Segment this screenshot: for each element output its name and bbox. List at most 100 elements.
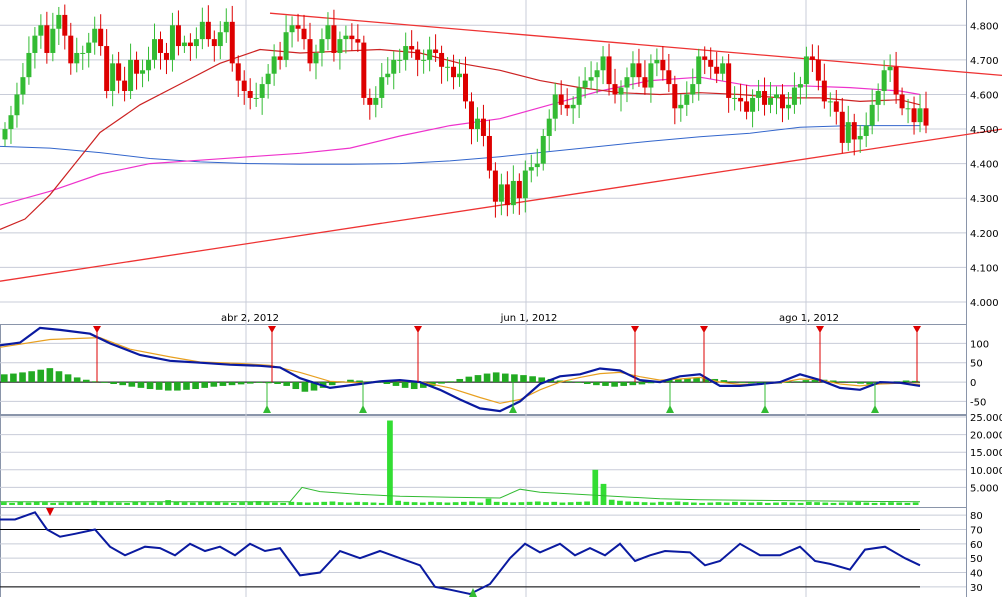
candle-body-138 xyxy=(827,101,833,103)
candle-body-6 xyxy=(38,25,44,36)
macd-histogram-bar-56 xyxy=(511,374,518,383)
candle-body-60 xyxy=(361,42,367,98)
macd-histogram-bar-23 xyxy=(210,382,218,387)
volume-bar-82 xyxy=(674,501,681,505)
candle-body-25 xyxy=(152,39,158,60)
candle-body-143 xyxy=(857,135,863,140)
macd-histogram-bar-29 xyxy=(265,382,272,384)
candle-body-2 xyxy=(14,94,20,116)
axis-labels: 4.800 4.700 4.600 4.500 4.400 4.300 4.200 4.100… xyxy=(221,21,1002,594)
candle-body-99 xyxy=(594,70,600,78)
macd-sell-marker-0 xyxy=(93,326,101,333)
volume-bar-106 xyxy=(871,502,878,505)
macd-histogram-bar-21 xyxy=(192,382,199,390)
macd-histogram-bar-58 xyxy=(529,376,536,383)
volume-bar-98 xyxy=(806,501,812,505)
volume-bar-36 xyxy=(296,502,303,505)
macd-histogram-bar-20 xyxy=(183,382,190,390)
macd-histogram-bar-67 xyxy=(611,382,618,387)
volume-bar-26 xyxy=(214,501,221,505)
candle-body-144 xyxy=(863,125,869,136)
macd-panel xyxy=(0,326,921,413)
y-tick-label-3-4: 40 xyxy=(970,569,983,580)
candle-body-117 xyxy=(702,56,708,60)
macd-histogram-bar-39 xyxy=(356,380,363,383)
candle-body-17 xyxy=(104,46,110,92)
volume-bar-47 xyxy=(387,420,393,505)
candle-body-108 xyxy=(648,63,654,88)
macd-histogram-bar-43 xyxy=(392,382,400,386)
volume-bar-0 xyxy=(1,502,7,505)
volume-bar-18 xyxy=(148,502,155,505)
volume-bar-79 xyxy=(649,502,656,505)
volume-bar-52 xyxy=(428,501,434,505)
candle-body-36 xyxy=(217,32,223,47)
volume-bar-105 xyxy=(863,502,870,505)
candle-body-132 xyxy=(791,87,797,105)
volume-bar-92 xyxy=(756,502,763,505)
candle-body-100 xyxy=(600,56,606,71)
volume-bar-29 xyxy=(239,502,245,505)
macd-histogram-bar-63 xyxy=(574,382,582,383)
macd-histogram-bar-95 xyxy=(866,382,873,385)
volume-bar-33 xyxy=(272,502,278,505)
candle-body-79 xyxy=(474,118,480,130)
candle-body-142 xyxy=(851,122,857,140)
candle-body-22 xyxy=(134,59,140,74)
candle-body-9 xyxy=(56,14,62,29)
candle-body-32 xyxy=(193,39,199,47)
volume-bar-37 xyxy=(304,502,311,505)
macd-histogram-bar-100 xyxy=(911,380,919,383)
candle-body-149 xyxy=(893,66,899,95)
macd-histogram-bar-31 xyxy=(283,382,290,386)
volume-bar-73 xyxy=(600,483,607,505)
y-tick-label-1-1: 50 xyxy=(970,359,983,370)
candle-body-84 xyxy=(504,184,510,206)
macd-histogram-bar-34 xyxy=(310,382,318,391)
volume-bar-60 xyxy=(493,501,500,505)
candle-body-41 xyxy=(247,91,253,98)
volume-bar-11 xyxy=(91,500,98,505)
volume-bar-86 xyxy=(707,502,714,505)
volume-bar-104 xyxy=(855,501,861,505)
candle-body-73 xyxy=(439,52,445,67)
candle-body-38 xyxy=(229,21,235,64)
volume-bar-13 xyxy=(107,502,114,505)
volume-bar-3 xyxy=(25,502,32,505)
candle-body-139 xyxy=(833,101,839,112)
volume-bar-72 xyxy=(592,469,599,505)
volume-bar-41 xyxy=(337,502,344,505)
candle-body-67 xyxy=(403,46,409,60)
candle-body-35 xyxy=(211,39,217,47)
candle-body-19 xyxy=(116,63,122,81)
candle-body-148 xyxy=(887,66,893,71)
candle-body-4 xyxy=(26,52,32,78)
candle-body-76 xyxy=(457,73,463,78)
candle-body-112 xyxy=(672,84,678,109)
macd-histogram-bar-68 xyxy=(620,382,628,386)
volume-bar-108 xyxy=(888,502,894,505)
macd-histogram-bar-45 xyxy=(410,382,418,390)
candle-body-15 xyxy=(92,28,98,43)
volume-bar-8 xyxy=(66,501,73,505)
candle-body-106 xyxy=(636,63,642,78)
rsi-panel xyxy=(0,508,921,597)
volume-bar-74 xyxy=(608,499,615,505)
candle-body-12 xyxy=(74,52,80,64)
rsi-sell-marker-0 xyxy=(46,508,54,516)
candle-body-42 xyxy=(253,97,259,99)
candle-body-3 xyxy=(20,77,26,95)
volume-bar-63 xyxy=(518,502,525,505)
macd-histogram-bar-81 xyxy=(738,382,746,383)
volume-bar-34 xyxy=(280,502,286,505)
volume-bar-51 xyxy=(419,502,426,505)
macd-buy-marker-4 xyxy=(761,405,769,413)
macd-histogram-bar-49 xyxy=(447,381,454,383)
candle-body-71 xyxy=(427,49,433,60)
candle-body-49 xyxy=(295,25,301,29)
y-tick-label-3-5: 30 xyxy=(970,583,983,594)
candle-body-78 xyxy=(468,101,474,130)
macd-histogram-bar-79 xyxy=(720,380,728,383)
macd-histogram-bar-70 xyxy=(638,382,646,385)
macd-histogram-bar-42 xyxy=(383,382,391,384)
